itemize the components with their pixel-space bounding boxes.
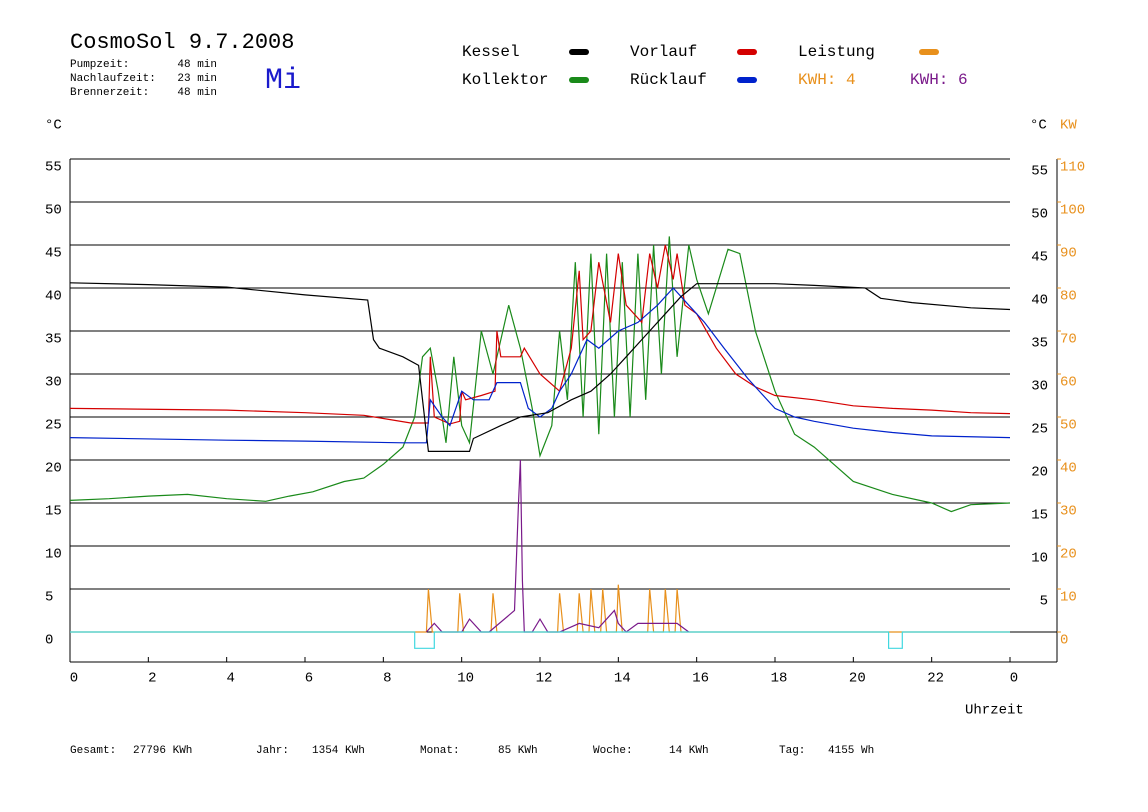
y-tick-label: 20 — [45, 461, 62, 477]
y2-tick-label: 110 — [1060, 160, 1085, 176]
footer-label: Gesamt: — [70, 745, 116, 757]
y-tick-label: 55 — [45, 160, 62, 176]
footer-value: 14 KWh — [669, 745, 709, 757]
y-tick-label: 50 — [45, 203, 62, 219]
weekday: Mi — [265, 64, 301, 98]
y2-tick-label: 10 — [1060, 590, 1077, 606]
series-line — [69, 287, 1011, 444]
series-line — [70, 631, 1010, 649]
x-tick-label: 6 — [305, 671, 313, 687]
footer-value: 4155 Wh — [828, 745, 874, 757]
stat-value: 48 min — [177, 59, 217, 71]
y-tick-label-right: 50 — [1031, 207, 1048, 223]
stat-label: Brennerzeit: — [70, 87, 149, 99]
y2-tick-label: 80 — [1060, 289, 1077, 305]
y2-tick-label: 30 — [1060, 504, 1077, 520]
y-tick-label-right: 55 — [1031, 164, 1048, 180]
y-tick-label: 5 — [45, 590, 53, 606]
y2-tick-label: 20 — [1060, 547, 1077, 563]
x-tick-label: 18 — [771, 671, 788, 687]
y-tick-label-right: 5 — [1040, 594, 1048, 610]
y2-tick-label: 40 — [1060, 461, 1077, 477]
y-tick-label: 25 — [45, 418, 62, 434]
x-tick-label: 8 — [383, 671, 391, 687]
legend-label: Rücklauf — [630, 71, 707, 89]
x-tick-label: 16 — [692, 671, 709, 687]
stat-value: 48 min — [177, 87, 217, 99]
footer-value: 27796 KWh — [133, 745, 192, 757]
series-line — [69, 236, 1011, 513]
legend-label: Vorlauf — [630, 43, 697, 61]
series-line — [69, 282, 1011, 452]
footer-value: 85 KWh — [498, 745, 538, 757]
x-axis-label: Uhrzeit — [965, 703, 1024, 719]
footer-label: Tag: — [779, 745, 805, 757]
legend-label: Leistung — [798, 43, 875, 61]
y2-tick-label: 70 — [1060, 332, 1077, 348]
y2-tick-label: 90 — [1060, 246, 1077, 262]
stat-label: Nachlaufzeit: — [70, 73, 156, 85]
x-tick-label: 20 — [849, 671, 866, 687]
y-tick-label: 10 — [45, 547, 62, 563]
chart-title: CosmoSol 9.7.2008 — [70, 30, 294, 55]
y2-tick-label: 60 — [1060, 375, 1077, 391]
y-tick-label: 35 — [45, 332, 62, 348]
footer-value: 1354 KWh — [312, 745, 365, 757]
y-tick-label-right: 45 — [1031, 250, 1048, 266]
x-tick-label: 0 — [70, 671, 78, 687]
y-axis-label: °C — [45, 118, 62, 134]
y-tick-label: 0 — [45, 633, 53, 649]
y2-tick-label: 100 — [1060, 203, 1085, 219]
y-tick-label-right: 40 — [1031, 293, 1048, 309]
x-tick-label: 22 — [927, 671, 944, 687]
y-tick-label-right: 10 — [1031, 551, 1048, 567]
footer-label: Jahr: — [256, 745, 289, 757]
annotation: KWH: 4 — [798, 71, 856, 89]
x-tick-label: 2 — [148, 671, 156, 687]
y2-tick-label: 50 — [1060, 418, 1077, 434]
y2-axis-label-celsius: °C — [1030, 118, 1047, 134]
stat-value: 23 min — [177, 73, 217, 85]
y2-tick-label: 0 — [1060, 633, 1068, 649]
stat-label: Pumpzeit: — [70, 59, 129, 71]
x-tick-label: 14 — [614, 671, 631, 687]
legend-label: Kessel — [462, 43, 520, 61]
y2-axis-label: KW — [1060, 118, 1077, 134]
y-tick-label-right: 15 — [1031, 508, 1048, 524]
y-tick-label-right: 20 — [1031, 465, 1048, 481]
x-tick-label: 10 — [457, 671, 474, 687]
y-tick-label-right: 25 — [1031, 422, 1048, 438]
y-tick-label: 45 — [45, 246, 62, 262]
y-tick-label: 40 — [45, 289, 62, 305]
y-tick-label: 15 — [45, 504, 62, 520]
series-line — [69, 244, 1011, 425]
legend-label: KWH: 6 — [910, 71, 968, 89]
series-line — [70, 584, 1010, 633]
y-tick-label-right: 35 — [1031, 336, 1048, 352]
x-tick-label: 4 — [226, 671, 234, 687]
y-tick-label-right: 30 — [1031, 379, 1048, 395]
footer-label: Woche: — [593, 745, 633, 757]
x-tick-label: 0 — [1010, 671, 1018, 687]
y-tick-label: 30 — [45, 375, 62, 391]
x-tick-label: 12 — [536, 671, 553, 687]
footer-label: Monat: — [420, 745, 460, 757]
legend-label: Kollektor — [462, 71, 548, 89]
